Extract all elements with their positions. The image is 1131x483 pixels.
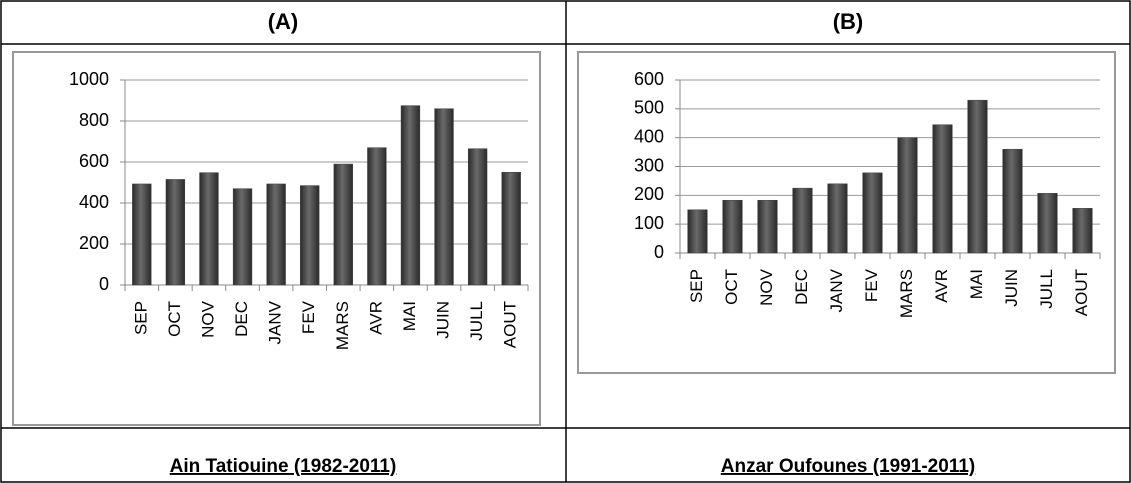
- y-tick-label: 0: [654, 242, 664, 262]
- y-tick-label: 600: [79, 151, 109, 171]
- bar: [1037, 193, 1058, 254]
- chart-frame: [577, 51, 1116, 374]
- y-tick-label: 500: [634, 98, 664, 118]
- bar: [367, 147, 387, 286]
- y-tick-label: 300: [634, 155, 664, 175]
- y-tick-label: 800: [79, 110, 109, 130]
- bar: [1072, 208, 1093, 254]
- bar: [792, 187, 813, 254]
- x-tick-label: MAI: [967, 269, 986, 299]
- x-tick-label: FEV: [862, 268, 881, 302]
- x-tick-label: JULL: [1037, 269, 1056, 309]
- bar: [266, 183, 286, 286]
- x-tick-label: JUIN: [1002, 269, 1021, 307]
- panel-title: (A): [268, 9, 299, 34]
- bar: [501, 172, 521, 286]
- x-tick-label: MARS: [897, 269, 916, 318]
- bar: [827, 183, 848, 254]
- x-tick-label: AOUT: [1072, 269, 1091, 316]
- x-tick-label: DEC: [792, 269, 811, 305]
- bar: [300, 185, 320, 286]
- bar: [199, 172, 219, 286]
- x-tick-label: MARS: [333, 301, 352, 350]
- x-tick-label: JULL: [467, 301, 486, 341]
- y-tick-label: 100: [634, 213, 664, 233]
- y-tick-label: 200: [79, 233, 109, 253]
- x-tick-label: DEC: [232, 301, 251, 337]
- panel-title: (B): [833, 9, 864, 34]
- y-tick-label: 400: [634, 126, 664, 146]
- bar: [967, 99, 988, 254]
- bar: [932, 124, 953, 254]
- x-tick-label: AVR: [366, 301, 385, 335]
- x-tick-label: AOUT: [501, 301, 520, 348]
- bar: [862, 172, 883, 254]
- bar: [434, 108, 454, 286]
- panel-caption: Ain Tatiouine (1982-2011): [170, 456, 397, 477]
- bar: [757, 199, 778, 254]
- x-tick-label: SEP: [687, 269, 706, 303]
- bar: [132, 183, 152, 286]
- x-tick-label: MAI: [400, 301, 419, 331]
- bar: [1002, 148, 1023, 254]
- x-tick-label: OCT: [165, 301, 184, 337]
- y-tick-label: 400: [79, 192, 109, 212]
- x-tick-label: NOV: [198, 300, 217, 338]
- x-tick-label: OCT: [722, 269, 741, 305]
- chart-frame: [12, 51, 541, 426]
- x-tick-label: JANV: [266, 300, 285, 344]
- y-tick-label: 1000: [69, 69, 109, 89]
- bar: [687, 209, 708, 254]
- bar: [232, 188, 253, 286]
- y-tick-label: 0: [99, 274, 109, 294]
- panel-caption: Anzar Oufounes (1991-2011): [721, 456, 975, 477]
- bar: [467, 148, 488, 286]
- y-tick-label: 200: [634, 184, 664, 204]
- bar: [722, 199, 743, 254]
- x-tick-label: AVR: [932, 269, 951, 303]
- x-tick-label: FEV: [299, 300, 318, 334]
- bar: [333, 163, 353, 286]
- x-tick-label: SEP: [131, 301, 150, 335]
- bar: [897, 137, 918, 254]
- x-tick-label: JUIN: [434, 301, 453, 339]
- bar: [400, 105, 421, 286]
- y-tick-label: 600: [634, 69, 664, 89]
- x-tick-label: JANV: [827, 268, 846, 312]
- x-tick-label: NOV: [757, 268, 776, 306]
- bar: [165, 179, 186, 286]
